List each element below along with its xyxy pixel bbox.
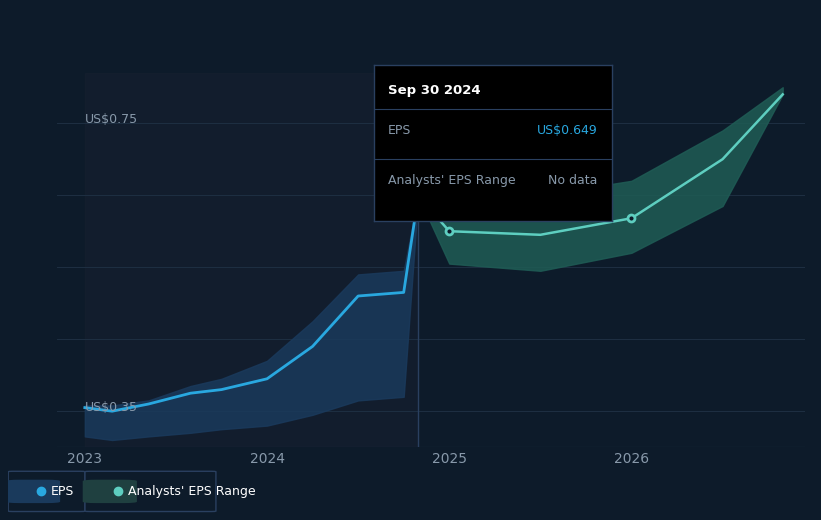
Text: Analysts' EPS Range: Analysts' EPS Range: [128, 485, 255, 498]
FancyBboxPatch shape: [83, 479, 137, 503]
Text: Actual: Actual: [374, 95, 413, 108]
Text: US$0.649: US$0.649: [537, 124, 598, 137]
Text: US$0.75: US$0.75: [85, 113, 138, 126]
Text: Analysts Forecasts: Analysts Forecasts: [428, 95, 544, 108]
FancyBboxPatch shape: [6, 479, 60, 503]
Text: No data: No data: [548, 174, 598, 187]
Text: EPS: EPS: [388, 124, 411, 137]
FancyBboxPatch shape: [85, 471, 216, 512]
Text: EPS: EPS: [51, 485, 75, 498]
FancyBboxPatch shape: [8, 471, 85, 512]
Text: US$0.35: US$0.35: [85, 401, 138, 414]
Text: Sep 30 2024: Sep 30 2024: [388, 84, 480, 97]
Text: Analysts' EPS Range: Analysts' EPS Range: [388, 174, 516, 187]
Bar: [85, 73, 418, 447]
